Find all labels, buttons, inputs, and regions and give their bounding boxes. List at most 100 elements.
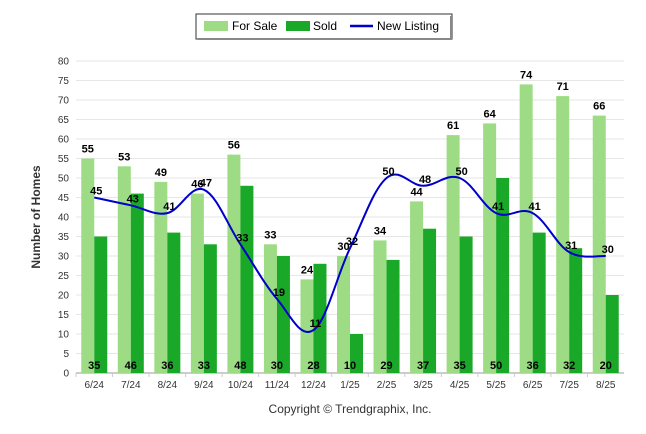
y-tick-label: 60 — [58, 135, 70, 146]
y-tick-label: 10 — [58, 330, 70, 341]
data-label-for-sale: 71 — [557, 81, 569, 93]
data-label-new-listing: 33 — [236, 232, 248, 244]
y-tick-label: 5 — [63, 349, 69, 360]
y-tick-label: 70 — [58, 96, 70, 107]
x-tick-label: 9/24 — [194, 380, 214, 391]
legend-swatch-sold — [286, 21, 310, 31]
data-label-for-sale: 56 — [228, 140, 240, 152]
line-series — [94, 173, 606, 333]
data-label-for-sale: 24 — [301, 264, 314, 276]
bars — [81, 84, 619, 374]
y-tick-label: 35 — [58, 232, 70, 243]
bar-sold — [203, 244, 217, 373]
x-tick-label: 7/24 — [121, 380, 141, 391]
data-label-for-sale: 64 — [484, 108, 497, 120]
bar-sold — [532, 232, 546, 373]
bar-for-sale — [556, 96, 570, 373]
bar-sold — [276, 256, 290, 373]
bar-for-sale — [519, 84, 533, 374]
x-tick-label: 4/25 — [450, 380, 470, 391]
bar-for-sale — [373, 240, 387, 373]
data-label-for-sale: 33 — [264, 229, 276, 241]
x-tick-label: 6/25 — [523, 380, 543, 391]
bar-for-sale — [227, 154, 241, 373]
data-label-for-sale: 44 — [410, 186, 423, 198]
data-label-sold: 46 — [125, 360, 137, 372]
data-label-new-listing: 48 — [419, 174, 431, 186]
data-label-new-listing: 50 — [382, 166, 394, 178]
y-tick-label: 40 — [58, 213, 70, 224]
data-label-for-sale: 74 — [520, 69, 533, 81]
bar-sold — [459, 236, 473, 373]
legend-swatch-for-sale — [204, 21, 228, 31]
data-label-sold: 33 — [198, 360, 210, 372]
data-labels: 55 53 49 46 56 33 24 30 34 44 61 64 74 71 66 35 46 36 33 48… — [82, 69, 614, 372]
y-tick-label: 25 — [58, 271, 70, 282]
bar-sold — [94, 236, 108, 373]
data-label-sold: 28 — [307, 360, 319, 372]
data-label-new-listing: 47 — [200, 178, 212, 190]
bar-sold — [130, 193, 144, 373]
bar-for-sale — [410, 201, 424, 373]
data-label-for-sale: 30 — [337, 241, 349, 253]
bar-for-sale — [117, 166, 131, 373]
y-tick-label: 80 — [58, 57, 70, 68]
bar-for-sale — [337, 256, 350, 373]
bar-sold — [423, 228, 437, 373]
bar-sold — [386, 259, 400, 373]
bar-sold — [605, 295, 619, 373]
bar-for-sale — [263, 244, 277, 373]
legend: For Sale Sold New Listing — [195, 13, 453, 40]
data-label-new-listing: 41 — [529, 201, 541, 213]
data-label-for-sale: 61 — [447, 120, 459, 132]
data-label-sold: 37 — [417, 360, 429, 372]
y-tick-label: 45 — [58, 193, 70, 204]
x-tick-label: 6/24 — [85, 380, 105, 391]
data-label-sold: 20 — [600, 360, 612, 372]
y-tick-label: 0 — [63, 369, 69, 380]
bar-for-sale — [446, 135, 460, 373]
data-label-sold: 36 — [527, 360, 539, 372]
data-label-for-sale: 34 — [374, 225, 387, 237]
y-tick-label: 55 — [58, 154, 70, 165]
y-tick-label: 20 — [58, 291, 70, 302]
x-tick-label: 11/24 — [265, 380, 290, 391]
x-tick-label: 12/24 — [301, 380, 326, 391]
x-tick-label: 5/25 — [486, 380, 506, 391]
x-tick-label: 1/25 — [340, 380, 360, 391]
y-tick-label: 75 — [58, 76, 70, 87]
bar-for-sale — [154, 181, 168, 373]
bar-for-sale — [300, 279, 314, 373]
data-label-sold: 10 — [344, 360, 356, 372]
data-label-sold: 29 — [380, 360, 392, 372]
legend-label-new-listing: New Listing — [377, 19, 439, 33]
legend-label-sold: Sold — [313, 19, 337, 33]
line-new-listing — [94, 173, 606, 333]
bar-sold — [569, 248, 583, 373]
data-label-for-sale: 46 — [191, 179, 203, 191]
data-label-new-listing: 43 — [127, 193, 139, 205]
y-tick-label: 30 — [58, 252, 70, 263]
data-label-sold: 50 — [490, 360, 502, 372]
bar-sold — [350, 334, 363, 373]
data-label-sold: 35 — [88, 360, 100, 372]
legend-label-for-sale: For Sale — [232, 19, 278, 33]
y-axis-label: Number of Homes — [29, 165, 43, 269]
y-tick-label: 15 — [58, 310, 70, 321]
bar-for-sale — [190, 193, 204, 373]
bar-sold — [240, 185, 254, 373]
x-tick-label: 10/24 — [228, 380, 253, 391]
x-tick-label: 8/24 — [158, 380, 178, 391]
data-label-sold: 48 — [234, 360, 246, 372]
bar-for-sale — [592, 115, 606, 373]
bar-sold — [496, 178, 510, 373]
data-label-new-listing: 50 — [455, 166, 467, 178]
data-label-new-listing: 41 — [163, 201, 175, 213]
data-label-new-listing: 32 — [346, 236, 358, 248]
data-label-for-sale: 66 — [593, 101, 605, 113]
data-label-for-sale: 55 — [82, 144, 94, 156]
bar-sold — [313, 263, 327, 373]
bar-sold — [167, 232, 181, 373]
axes: 0 5 10 15 20 25 30 35 40 45 50 55 60 65 70 75 80 6/24 7/24… — [58, 57, 616, 392]
